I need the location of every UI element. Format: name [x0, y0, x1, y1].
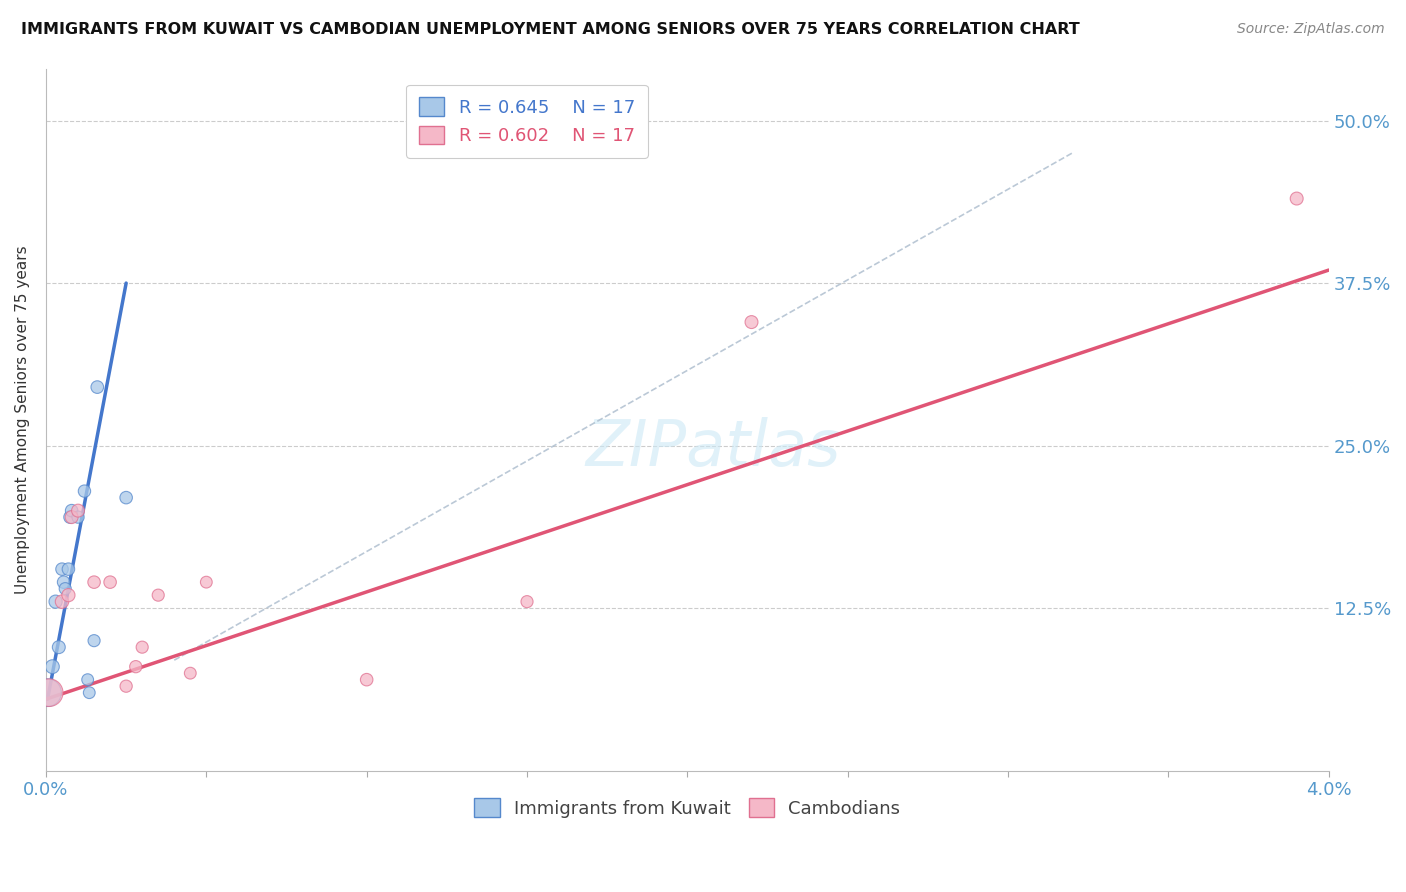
- Point: [115, 679, 138, 693]
- Point: [83, 575, 105, 590]
- Point: [741, 315, 763, 329]
- Point: [37, 686, 59, 700]
- Point: [58, 588, 80, 602]
- Point: [86, 380, 108, 394]
- Point: [516, 594, 538, 608]
- Point: [131, 640, 153, 655]
- Point: [51, 594, 73, 608]
- Legend: Immigrants from Kuwait, Cambodians: Immigrants from Kuwait, Cambodians: [467, 791, 908, 825]
- Point: [48, 640, 70, 655]
- Point: [356, 673, 378, 687]
- Point: [67, 503, 90, 517]
- Point: [45, 594, 67, 608]
- Point: [60, 503, 83, 517]
- Point: [98, 575, 121, 590]
- Point: [77, 686, 100, 700]
- Point: [38, 686, 60, 700]
- Point: [51, 562, 73, 576]
- Point: [58, 562, 80, 576]
- Point: [83, 633, 105, 648]
- Point: [115, 491, 138, 505]
- Point: [195, 575, 218, 590]
- Point: [53, 582, 76, 596]
- Text: ZIPatlas: ZIPatlas: [585, 417, 841, 479]
- Point: [67, 510, 90, 524]
- Point: [60, 510, 83, 524]
- Point: [76, 673, 98, 687]
- Point: [179, 666, 201, 681]
- Point: [52, 575, 75, 590]
- Text: IMMIGRANTS FROM KUWAIT VS CAMBODIAN UNEMPLOYMENT AMONG SENIORS OVER 75 YEARS COR: IMMIGRANTS FROM KUWAIT VS CAMBODIAN UNEM…: [21, 22, 1080, 37]
- Y-axis label: Unemployment Among Seniors over 75 years: Unemployment Among Seniors over 75 years: [15, 245, 30, 594]
- Text: Source: ZipAtlas.com: Source: ZipAtlas.com: [1237, 22, 1385, 37]
- Point: [125, 659, 148, 673]
- Point: [59, 510, 82, 524]
- Point: [73, 484, 96, 499]
- Point: [41, 659, 63, 673]
- Point: [1285, 192, 1308, 206]
- Point: [148, 588, 170, 602]
